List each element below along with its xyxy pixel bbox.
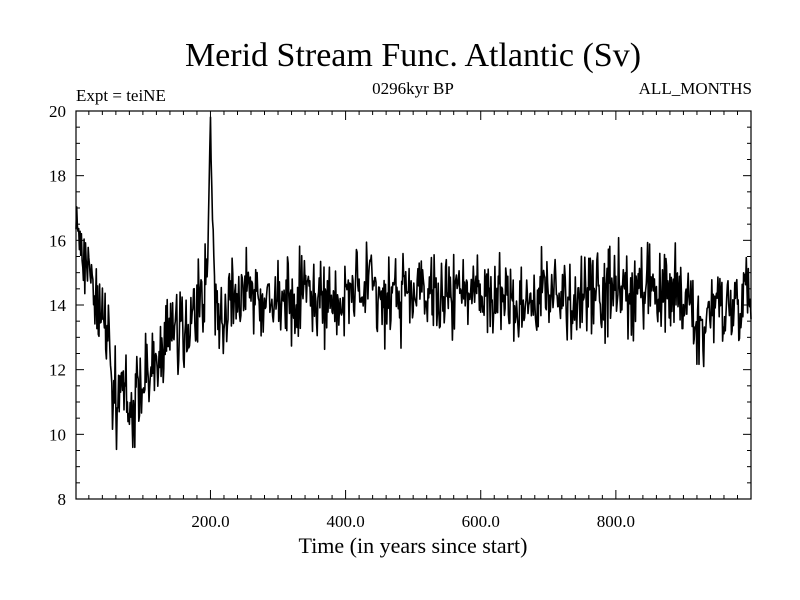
x-tick-label: 800.0 (597, 512, 635, 531)
x-tick-label: 600.0 (462, 512, 500, 531)
x-tick-label: 200.0 (191, 512, 229, 531)
y-tick-label: 12 (49, 361, 66, 380)
y-tick-label: 16 (49, 231, 66, 250)
x-axis-label: Time (in years since start) (299, 533, 528, 558)
y-tick-label: 8 (58, 490, 67, 509)
chart-subtitle: 0296kyr BP (372, 79, 454, 98)
y-tick-label: 14 (49, 296, 67, 315)
series-line (75, 116, 752, 451)
experiment-label: Expt = teiNE (76, 86, 166, 105)
months-label: ALL_MONTHS (639, 79, 752, 98)
y-tick-label: 20 (49, 102, 66, 121)
plot-frame (75, 110, 752, 500)
y-tick-label: 10 (49, 425, 66, 444)
y-tick-label: 18 (49, 167, 66, 186)
chart-title: Merid Stream Func. Atlantic (Sv) (185, 37, 641, 74)
x-tick-label: 400.0 (326, 512, 364, 531)
series-group (75, 116, 752, 451)
axis-tick-labels: 8 10 12 14 16 18 20 200.0 400.0 600.0 800.0 (49, 102, 635, 531)
